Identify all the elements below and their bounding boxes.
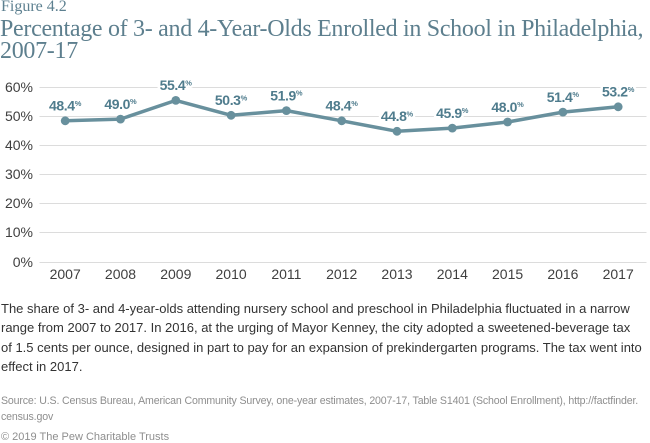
svg-text:2010: 2010 (216, 266, 247, 282)
svg-text:2009: 2009 (160, 266, 191, 282)
svg-text:53.2%: 53.2% (602, 84, 635, 100)
svg-text:2017: 2017 (603, 266, 634, 282)
svg-text:20%: 20% (5, 195, 33, 211)
svg-text:2011: 2011 (271, 266, 301, 282)
svg-text:30%: 30% (5, 166, 33, 182)
svg-text:48.4%: 48.4% (49, 98, 82, 114)
svg-text:50.3%: 50.3% (215, 92, 248, 108)
svg-text:49.0%: 49.0% (104, 96, 137, 112)
svg-text:2015: 2015 (492, 266, 523, 282)
svg-text:2016: 2016 (547, 266, 578, 282)
svg-text:40%: 40% (5, 137, 33, 153)
svg-text:2014: 2014 (437, 266, 468, 282)
svg-text:48.4%: 48.4% (326, 98, 359, 114)
svg-text:55.4%: 55.4% (160, 77, 193, 93)
svg-text:50%: 50% (5, 108, 33, 124)
svg-text:2013: 2013 (381, 266, 412, 282)
svg-text:48.0%: 48.0% (491, 99, 524, 115)
svg-text:51.4%: 51.4% (547, 89, 580, 105)
svg-text:2007: 2007 (50, 266, 81, 282)
svg-text:2008: 2008 (105, 266, 136, 282)
svg-text:55.4%: 55.4% (160, 77, 193, 93)
svg-text:51.9%: 51.9% (270, 87, 303, 103)
svg-text:45.9%: 45.9% (436, 105, 469, 121)
svg-text:0%: 0% (13, 254, 33, 270)
svg-text:10%: 10% (5, 224, 33, 240)
svg-text:60%: 60% (5, 79, 33, 95)
svg-text:44.8%: 44.8% (381, 108, 414, 124)
svg-text:2012: 2012 (326, 266, 357, 282)
